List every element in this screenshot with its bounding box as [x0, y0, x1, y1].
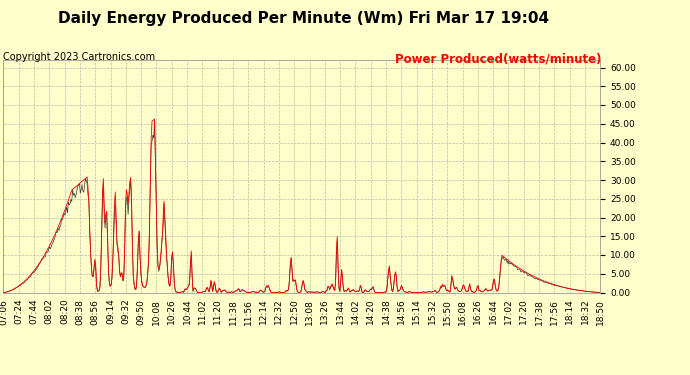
Text: Copyright 2023 Cartronics.com: Copyright 2023 Cartronics.com: [3, 53, 155, 63]
Text: Power Produced(watts/minute): Power Produced(watts/minute): [395, 53, 602, 66]
Text: Daily Energy Produced Per Minute (Wm) Fri Mar 17 19:04: Daily Energy Produced Per Minute (Wm) Fr…: [58, 11, 549, 26]
